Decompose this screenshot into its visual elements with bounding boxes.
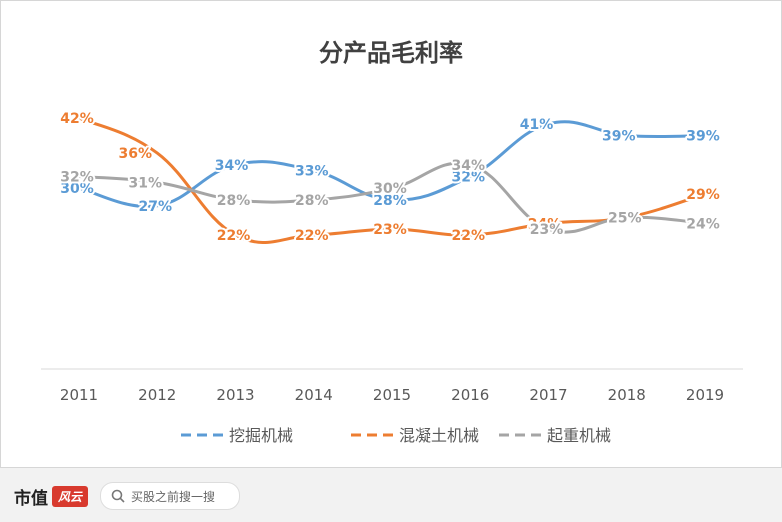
data-label-concrete: 22% — [217, 228, 251, 244]
x-tick-label: 2013 — [216, 386, 254, 404]
data-label-halo: 33% — [295, 164, 329, 180]
data-label-halo: 27% — [138, 199, 172, 215]
data-label-crane: 24% — [686, 216, 720, 232]
data-label-excavator: 41% — [520, 117, 554, 133]
x-tick-label: 2015 — [373, 386, 411, 404]
brand-badge: 风云 — [52, 486, 89, 507]
brand-logo[interactable]: 市值 风云 — [14, 484, 89, 509]
footer-bar: 市值 风云 买股之前搜一搜 — [0, 468, 782, 522]
data-label-crane: 34% — [451, 158, 485, 174]
data-label-halo: 39% — [602, 129, 636, 145]
data-label-halo: 24% — [528, 216, 562, 232]
legend-label-excavator: 挖掘机械 — [229, 426, 293, 445]
x-tick-label: 2011 — [60, 386, 98, 404]
x-tick-label: 2018 — [608, 386, 646, 404]
data-label-concrete: 36% — [118, 146, 152, 162]
search-icon — [111, 489, 125, 503]
data-label-excavator: 27% — [138, 199, 172, 215]
data-label-excavator: 39% — [602, 129, 636, 145]
data-label-halo: 36% — [118, 146, 152, 162]
x-tick-label: 2014 — [295, 386, 333, 404]
data-label-crane: 28% — [217, 193, 251, 209]
data-label-halo: 30% — [373, 181, 407, 197]
data-label-halo: 28% — [373, 193, 407, 209]
data-label-halo: 28% — [295, 193, 329, 209]
data-label-concrete: 42% — [60, 111, 94, 127]
brand-name: 市值 — [14, 489, 48, 509]
data-label-crane: 28% — [295, 193, 329, 209]
data-label-halo: 25% — [608, 210, 642, 226]
data-label-excavator: 39% — [686, 129, 720, 145]
series-line-crane — [77, 161, 707, 234]
data-label-halo: 22% — [217, 228, 251, 244]
data-label-halo: 23% — [373, 222, 407, 238]
data-label-crane: 30% — [373, 181, 407, 197]
data-label-halo: 24% — [686, 216, 720, 232]
data-label-concrete: 29% — [686, 187, 720, 203]
data-label-halo: 25% — [608, 210, 642, 226]
search-placeholder: 买股之前搜一搜 — [131, 489, 216, 504]
data-label-halo: 23% — [530, 222, 564, 238]
data-label-halo: 28% — [217, 193, 251, 209]
x-tick-label: 2019 — [686, 386, 724, 404]
data-label-concrete: 23% — [373, 222, 407, 238]
data-label-concrete: 22% — [451, 228, 485, 244]
data-label-halo: 22% — [295, 228, 329, 244]
data-label-concrete: 25% — [608, 210, 642, 226]
data-label-halo: 32% — [451, 170, 485, 186]
data-label-crane: 23% — [530, 222, 564, 238]
data-label-halo: 30% — [60, 181, 94, 197]
legend-label-concrete: 混凝土机械 — [399, 426, 479, 445]
legend-label-crane: 起重机械 — [547, 426, 611, 445]
chart: 分产品毛利率 2011 2012 2013 2014 2015 2016 2017 2018 2… — [41, 39, 743, 445]
data-label-excavator: 34% — [215, 158, 249, 174]
data-label-excavator: 33% — [295, 164, 329, 180]
x-tick-label: 2016 — [451, 386, 489, 404]
data-label-halo: 29% — [686, 187, 720, 203]
data-label-halo: 41% — [520, 117, 554, 133]
series-line-excavator — [77, 120, 707, 208]
data-label-halo: 34% — [451, 158, 485, 174]
data-label-crane: 32% — [60, 170, 94, 186]
data-label-excavator: 28% — [373, 193, 407, 209]
data-label-concrete: 22% — [295, 228, 329, 244]
x-tick-label: 2012 — [138, 386, 176, 404]
data-label-halo: 31% — [128, 175, 162, 191]
data-label-halo: 42% — [60, 111, 94, 127]
data-label-halo: 32% — [60, 170, 94, 186]
data-label-excavator: 30% — [60, 181, 94, 197]
data-label-crane: 31% — [128, 175, 162, 191]
data-label-excavator: 32% — [451, 170, 485, 186]
data-label-halo: 22% — [451, 228, 485, 244]
chart-card: 分产品毛利率 2011 2012 2013 2014 2015 2016 2017 2018 2… — [0, 0, 782, 468]
data-label-crane: 25% — [608, 210, 642, 226]
data-label-halo: 39% — [686, 129, 720, 145]
data-label-concrete: 24% — [528, 216, 562, 232]
chart-title: 分产品毛利率 — [319, 39, 463, 67]
data-label-halo: 34% — [215, 158, 249, 174]
x-tick-label: 2017 — [529, 386, 567, 404]
search-box[interactable]: 买股之前搜一搜 — [100, 482, 240, 510]
